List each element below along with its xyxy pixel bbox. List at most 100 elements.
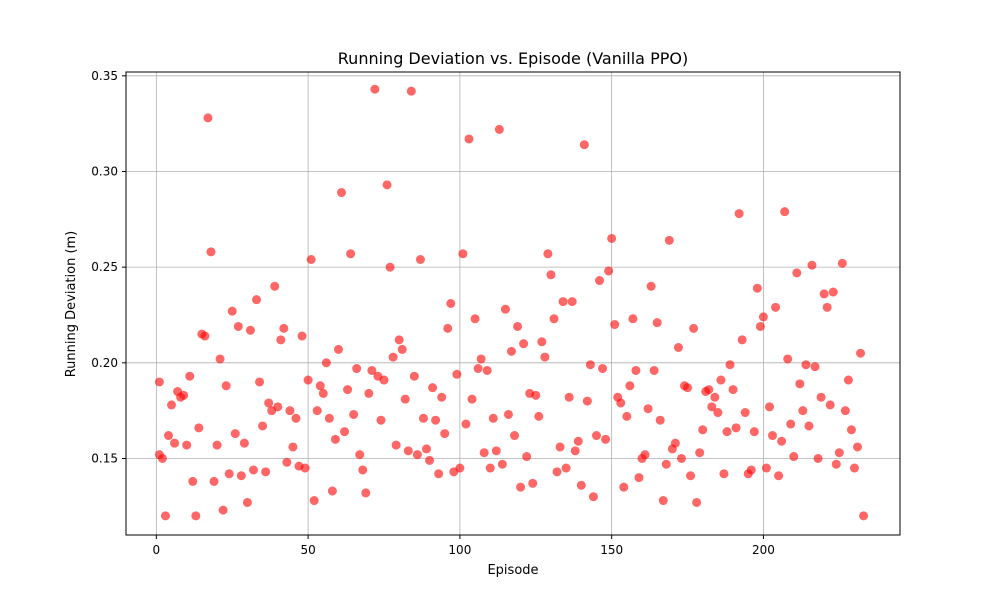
data-point	[303, 375, 313, 385]
data-point	[853, 442, 863, 452]
data-point	[476, 354, 486, 364]
data-point	[652, 318, 662, 328]
data-point	[418, 413, 428, 423]
data-point	[640, 450, 650, 460]
data-point	[670, 438, 680, 448]
data-point	[543, 249, 553, 259]
data-point	[655, 415, 665, 425]
data-point	[822, 302, 832, 312]
data-point	[494, 124, 504, 134]
data-point	[710, 392, 720, 402]
data-point	[828, 287, 838, 297]
chart-title: Running Deviation vs. Episode (Vanilla P…	[338, 49, 688, 68]
data-point	[361, 488, 371, 498]
data-point	[564, 392, 574, 402]
data-point	[200, 331, 210, 341]
data-point	[282, 457, 292, 467]
data-point	[245, 325, 255, 335]
data-point	[604, 266, 614, 276]
data-point	[154, 377, 164, 387]
data-point	[300, 463, 310, 473]
data-point	[397, 344, 407, 354]
data-point	[212, 440, 222, 450]
x-axis-ticks: 0 50 100 150 200	[153, 535, 775, 557]
data-point	[771, 302, 781, 312]
data-point	[491, 446, 501, 456]
data-point	[752, 283, 762, 293]
data-point	[567, 297, 577, 307]
data-point	[825, 400, 835, 410]
data-point	[394, 335, 404, 345]
data-point	[160, 511, 170, 521]
data-point	[807, 260, 817, 270]
data-point	[279, 323, 289, 333]
data-point	[355, 450, 365, 460]
data-point	[843, 375, 853, 385]
x-tick-label: 200	[752, 543, 775, 557]
y-tick-label: 0.30	[91, 164, 118, 178]
data-point	[452, 369, 462, 379]
data-point	[516, 482, 526, 492]
data-point	[364, 388, 374, 398]
data-point	[664, 235, 674, 245]
data-point	[497, 459, 507, 469]
data-point	[327, 486, 337, 496]
data-point	[598, 364, 608, 374]
data-point	[552, 467, 562, 477]
data-point	[683, 383, 693, 393]
data-point	[182, 440, 192, 450]
data-point	[737, 335, 747, 345]
data-point	[370, 84, 380, 94]
data-point	[403, 446, 413, 456]
data-point	[473, 364, 483, 374]
data-point	[503, 409, 513, 419]
data-point	[434, 469, 444, 479]
data-point	[628, 314, 638, 324]
data-point	[388, 352, 398, 362]
data-point	[789, 452, 799, 462]
data-point	[412, 450, 422, 460]
data-point	[406, 86, 416, 96]
data-point	[819, 289, 829, 299]
data-point	[191, 511, 201, 521]
data-point	[488, 413, 498, 423]
data-point	[777, 436, 787, 446]
data-point	[179, 390, 189, 400]
data-point	[537, 337, 547, 347]
data-point	[695, 448, 705, 458]
data-point	[255, 377, 265, 387]
data-point	[558, 297, 568, 307]
data-point	[716, 375, 726, 385]
data-point	[555, 442, 565, 452]
data-point	[549, 314, 559, 324]
data-point	[725, 360, 735, 370]
data-point	[813, 453, 823, 463]
data-point	[510, 431, 520, 441]
data-point	[440, 429, 450, 439]
data-point	[221, 381, 231, 391]
data-point	[561, 463, 571, 473]
data-point	[576, 480, 586, 490]
data-point	[248, 465, 258, 475]
data-point	[455, 463, 465, 473]
data-point	[382, 180, 392, 190]
data-point	[230, 429, 240, 439]
data-point	[376, 415, 386, 425]
data-point	[591, 431, 601, 441]
data-point	[728, 385, 738, 395]
data-point	[437, 392, 447, 402]
data-point	[273, 402, 283, 412]
data-point	[218, 505, 228, 515]
data-point	[519, 339, 529, 349]
data-point	[746, 465, 756, 475]
data-point	[834, 448, 844, 458]
data-point	[634, 473, 644, 483]
data-point	[840, 406, 850, 416]
data-point	[570, 446, 580, 456]
data-point	[485, 463, 495, 473]
data-point	[673, 343, 683, 353]
data-point	[831, 459, 841, 469]
data-point	[170, 438, 180, 448]
data-point	[264, 398, 274, 408]
